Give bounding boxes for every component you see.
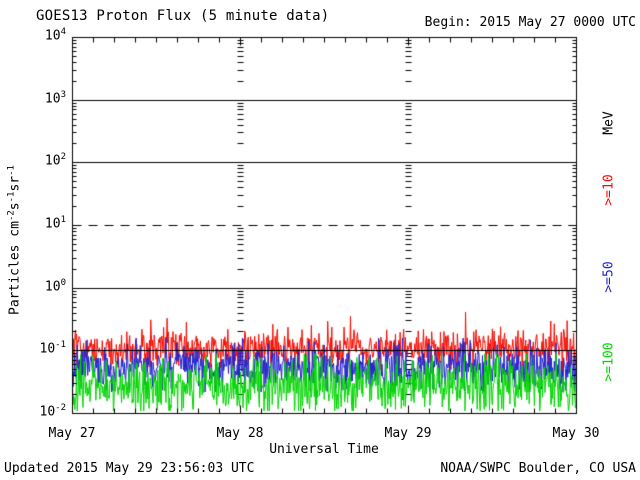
right-axis-unit-label: MeV: [601, 111, 617, 135]
x-tick-label: May 30: [552, 426, 600, 441]
data-source-label: NOAA/SWPC Boulder, CO USA: [440, 461, 636, 476]
begin-timestamp: Begin: 2015 May 27 0000 UTC: [424, 15, 636, 30]
y-tick-label: 100: [44, 278, 66, 295]
legend-ge100-label: >=100: [601, 342, 617, 382]
legend-ge10-label: >=10: [601, 174, 617, 206]
x-tick-label: May 28: [216, 426, 264, 441]
x-axis-label: Universal Time: [269, 442, 379, 457]
chart-title: GOES13 Proton Flux (5 minute data): [36, 8, 330, 24]
y-tick-label: 104: [44, 27, 66, 44]
y-axis-label: Particles cm-2s-1sr-1: [6, 165, 23, 315]
x-tick-label: May 27: [48, 426, 96, 441]
y-tick-label: 102: [44, 152, 66, 169]
legend-ge50-label: >=50: [601, 261, 617, 293]
y-tick-label: 101: [44, 215, 66, 232]
x-tick-label: May 29: [384, 426, 432, 441]
y-tick-label: 103: [44, 90, 66, 107]
y-tick-label: 10-1: [39, 340, 67, 357]
updated-timestamp: Updated 2015 May 29 23:56:03 UTC: [4, 461, 255, 476]
y-tick-label: 10-2: [39, 403, 67, 420]
